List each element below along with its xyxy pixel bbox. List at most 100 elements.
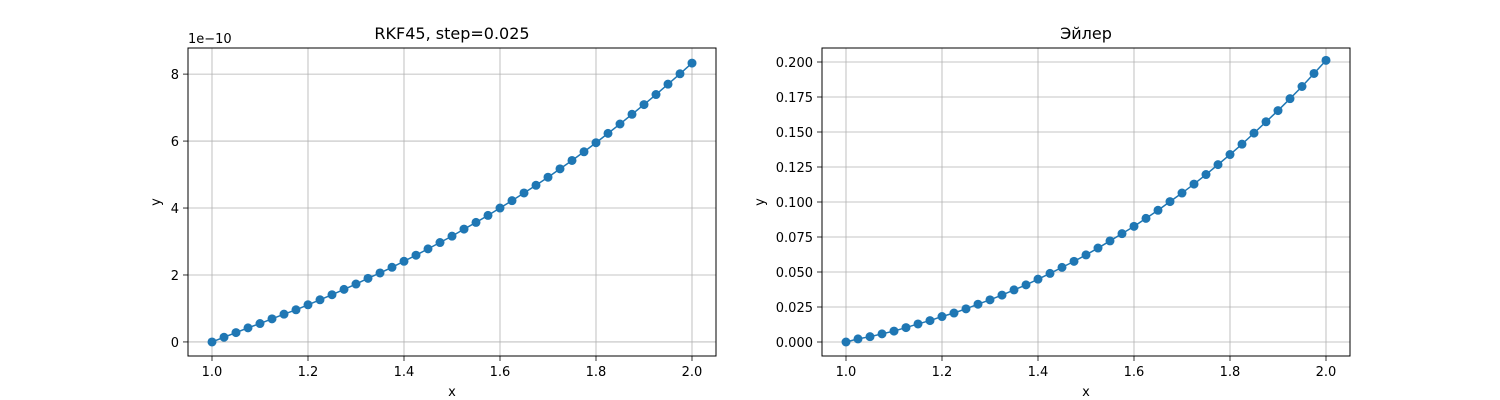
euler-data-point xyxy=(1249,128,1259,138)
rkf45-data-point xyxy=(591,138,601,148)
euler-data-point xyxy=(1309,68,1319,78)
euler-data-point xyxy=(1117,229,1127,239)
euler-data-point xyxy=(925,316,935,326)
euler-data-point xyxy=(1261,117,1271,127)
euler-data-point xyxy=(1225,150,1235,160)
rkf45-data-point xyxy=(303,300,313,310)
euler-data-point xyxy=(1093,243,1103,253)
rkf45-y-axis-label: y xyxy=(149,198,164,206)
euler-data-point xyxy=(1153,205,1163,215)
euler-y-tick-label: 0.200 xyxy=(776,56,813,71)
rkf45-data-point xyxy=(423,244,433,254)
euler-data-point xyxy=(1213,160,1223,170)
rkf45-data-point xyxy=(639,100,649,110)
euler-data-point xyxy=(889,326,899,336)
rkf45-data-point xyxy=(579,147,589,157)
euler-x-tick-label: 1.6 xyxy=(1124,365,1145,380)
rkf45-axes-frame xyxy=(187,47,717,357)
euler-data-point xyxy=(997,290,1007,300)
euler-data-point xyxy=(877,329,887,339)
euler-x-tick-label: 1.2 xyxy=(932,365,953,380)
rkf45-x-axis-label: x xyxy=(448,385,456,400)
rkf45-panel: 1.0 1.2 1.4 1.6 1.8 2.0 0 2 4 6 8 RKF45, step=0.02… xyxy=(149,24,717,400)
euler-points xyxy=(841,55,1331,347)
euler-data-point xyxy=(1105,236,1115,246)
euler-y-tick-label: 0.100 xyxy=(776,196,813,211)
rkf45-data-point xyxy=(291,305,301,315)
rkf45-data-point xyxy=(363,273,373,283)
euler-data-point xyxy=(1129,221,1139,231)
rkf45-data-point xyxy=(411,250,421,260)
rkf45-data-point xyxy=(519,188,529,198)
rkf45-grid xyxy=(188,48,716,356)
euler-data-point xyxy=(1081,250,1091,260)
euler-y-tick-label: 0.025 xyxy=(776,301,813,316)
euler-x-tick-label: 1.0 xyxy=(836,365,857,380)
euler-data-point xyxy=(1237,139,1247,149)
euler-data-point xyxy=(949,308,959,318)
euler-y-tick-label: 0.175 xyxy=(776,91,813,106)
rkf45-ticks: 1.0 1.2 1.4 1.6 1.8 2.0 0 2 4 6 8 xyxy=(171,68,703,380)
rkf45-data-point xyxy=(471,217,481,227)
rkf45-data-point xyxy=(327,290,337,300)
rkf45-data-point xyxy=(627,109,637,119)
rkf45-x-tick-label: 2.0 xyxy=(682,365,703,380)
euler-y-tick-label: 0.000 xyxy=(776,336,813,351)
rkf45-y-tick-label: 2 xyxy=(171,269,179,284)
rkf45-x-tick-label: 1.0 xyxy=(202,365,223,380)
rkf45-data-point xyxy=(531,180,541,190)
euler-data-point xyxy=(1069,256,1079,266)
rkf45-y-tick-label: 8 xyxy=(171,68,179,83)
euler-data-point xyxy=(961,304,971,314)
euler-data-point xyxy=(853,334,863,344)
euler-data-point xyxy=(973,299,983,309)
euler-data-point xyxy=(985,295,995,305)
euler-data-point xyxy=(1033,274,1043,284)
rkf45-data-point xyxy=(555,164,565,174)
rkf45-data-point xyxy=(255,319,265,329)
euler-chart-title: Эйлер xyxy=(1060,24,1112,43)
euler-data-point xyxy=(1285,94,1295,104)
euler-data-point xyxy=(1177,188,1187,198)
euler-ticks: 1.0 1.2 1.4 1.6 1.8 2.0 0.000 0.025 0.050 0.075 0.… xyxy=(776,56,1337,380)
rkf45-data-point xyxy=(315,295,325,305)
rkf45-series-line xyxy=(211,62,693,343)
euler-data-point xyxy=(1273,106,1283,116)
euler-data-point xyxy=(865,332,875,342)
rkf45-data-point xyxy=(339,284,349,294)
rkf45-data-point xyxy=(495,203,505,213)
rkf45-data-point xyxy=(567,155,577,165)
euler-grid xyxy=(822,48,1350,356)
rkf45-data-point xyxy=(543,172,553,182)
rkf45-data-point xyxy=(603,128,613,138)
rkf45-data-point xyxy=(435,238,445,248)
euler-x-tick-label: 2.0 xyxy=(1316,365,1337,380)
euler-data-point xyxy=(1057,262,1067,272)
rkf45-data-point xyxy=(351,279,361,289)
euler-y-axis-label: y xyxy=(753,198,768,206)
rkf45-data-point xyxy=(483,210,493,220)
euler-x-axis-label: x xyxy=(1082,385,1090,400)
rkf45-y-tick-label: 6 xyxy=(171,135,179,150)
rkf45-data-point xyxy=(399,256,409,266)
rkf45-data-point xyxy=(651,90,661,100)
euler-data-point xyxy=(1201,170,1211,180)
rkf45-y-tick-label: 0 xyxy=(171,336,179,351)
rkf45-data-point xyxy=(507,196,517,206)
rkf45-x-tick-label: 1.8 xyxy=(586,365,607,380)
rkf45-data-point xyxy=(231,328,241,338)
euler-data-point xyxy=(913,319,923,329)
rkf45-data-point xyxy=(219,332,229,342)
euler-data-point xyxy=(1189,179,1199,189)
rkf45-y-tick-label: 4 xyxy=(171,202,179,217)
rkf45-data-point xyxy=(375,268,385,278)
euler-data-point xyxy=(1297,82,1307,91)
rkf45-data-point xyxy=(663,79,673,89)
euler-panel: 1.0 1.2 1.4 1.6 1.8 2.0 0.000 0.025 0.050 0.075 0.… xyxy=(753,24,1351,400)
rkf45-data-point xyxy=(279,309,289,319)
euler-data-point xyxy=(937,312,947,322)
euler-y-tick-label: 0.050 xyxy=(776,266,813,281)
rkf45-data-point xyxy=(675,69,685,79)
euler-y-tick-label: 0.125 xyxy=(776,161,813,176)
